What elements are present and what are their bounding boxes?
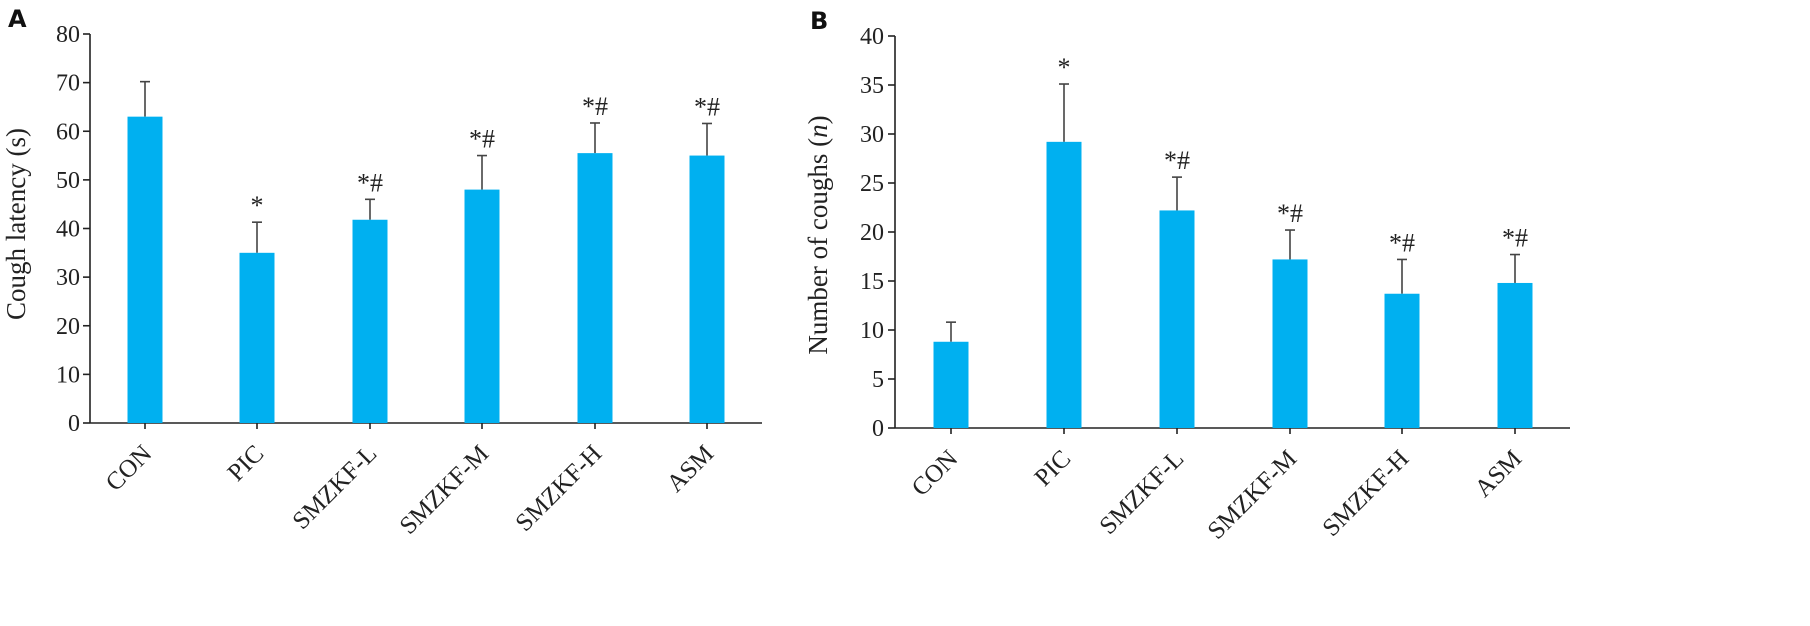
bar-asm	[1497, 282, 1533, 428]
y-tick-label: 60	[56, 119, 80, 145]
category-label-pic: PIC	[223, 440, 270, 487]
y-tick-label: 25	[860, 171, 884, 197]
y-tick-label: 30	[56, 265, 80, 291]
category-label-smzkf-l: SMZKF-L	[288, 440, 383, 535]
significance-label-smzkf-l: *#	[357, 168, 383, 197]
category-label-smzkf-m: SMZKF-M	[1203, 445, 1303, 545]
bar-smzkf-h	[1384, 293, 1420, 428]
category-label-smzkf-h: SMZKF-H	[1318, 445, 1415, 542]
y-tick-label: 0	[68, 411, 80, 437]
y-tick-label: 30	[860, 122, 884, 148]
y-tick-label: 10	[860, 318, 884, 344]
y-tick-label: 80	[56, 22, 80, 48]
significance-label-pic: *	[251, 191, 264, 220]
y-tick-label: 50	[56, 168, 80, 194]
bar-con	[127, 116, 163, 423]
y-tick-label: 40	[860, 24, 884, 50]
bar-smzkf-l	[1159, 210, 1195, 428]
panel-b-letter: B	[810, 7, 828, 35]
category-label-smzkf-m: SMZKF-M	[395, 440, 495, 540]
y-tick-label: 15	[860, 269, 884, 295]
significance-label-smzkf-m: *#	[469, 125, 495, 154]
significance-label-smzkf-h: *#	[582, 92, 608, 121]
bar-smzkf-m	[464, 189, 500, 423]
bar-pic	[239, 252, 275, 423]
bar-smzkf-h	[577, 153, 613, 423]
category-label-smzkf-l: SMZKF-L	[1095, 445, 1190, 540]
y-axis-label: Number of coughs (n)	[803, 115, 833, 354]
category-label-smzkf-h: SMZKF-H	[511, 440, 608, 537]
significance-label-asm: *#	[1502, 224, 1528, 253]
panel-b-chart: B 0 5 10 15 20 25 30 35 40 Number of coughs (n) CON…	[803, 7, 1570, 545]
y-tick-label: 20	[56, 314, 80, 340]
significance-label-smzkf-m: *#	[1277, 199, 1303, 228]
significance-label-smzkf-l: *#	[1164, 146, 1190, 175]
bar-pic	[1046, 141, 1082, 428]
category-label-pic: PIC	[1030, 445, 1077, 492]
panel-a-chart: A 0 10 20 30 40 50 60 70 80 Cough latency (s) CON * P…	[1, 5, 762, 540]
category-label-con: CON	[101, 440, 157, 496]
y-tick-label: 0	[872, 416, 884, 442]
y-tick-label: 40	[56, 217, 80, 243]
bar-smzkf-l	[352, 219, 388, 423]
category-label-con: CON	[907, 445, 963, 501]
y-tick-label: 70	[56, 71, 80, 97]
significance-label-pic: *	[1058, 53, 1071, 82]
y-axis-label: Cough latency (s)	[1, 128, 31, 320]
significance-label-smzkf-h: *#	[1389, 228, 1415, 257]
bar-smzkf-m	[1272, 259, 1308, 428]
y-tick-label: 20	[860, 220, 884, 246]
category-label-asm: ASM	[662, 440, 719, 497]
panel-a-letter: A	[8, 5, 27, 33]
y-tick-label: 35	[860, 73, 884, 99]
y-tick-label: 10	[56, 362, 80, 388]
y-tick-label: 5	[872, 367, 884, 393]
bar-asm	[689, 155, 725, 423]
significance-label-asm: *#	[694, 92, 720, 121]
bar-con	[933, 341, 969, 428]
category-label-asm: ASM	[1470, 445, 1527, 502]
